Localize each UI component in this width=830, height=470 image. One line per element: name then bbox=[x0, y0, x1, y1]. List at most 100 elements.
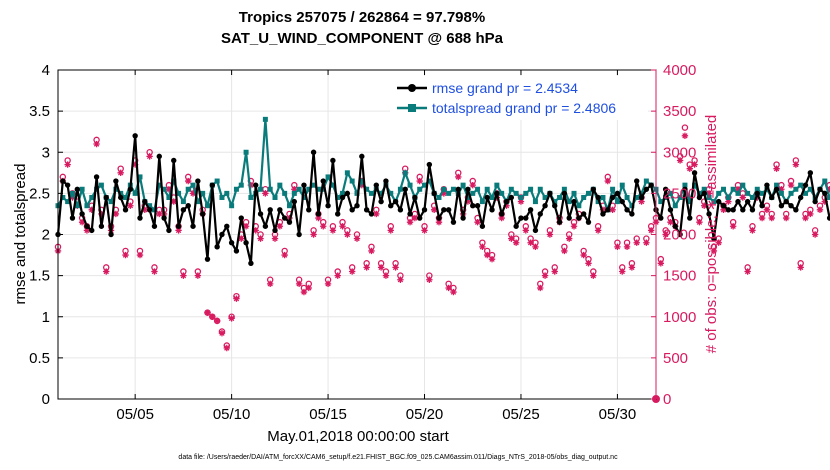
rmse-point bbox=[166, 227, 172, 234]
assimilated-count-marker bbox=[455, 173, 462, 181]
rmse-point bbox=[84, 223, 90, 229]
assimilated-count-marker bbox=[406, 218, 414, 226]
rmse-point bbox=[214, 244, 220, 250]
totalspread-point bbox=[79, 186, 85, 192]
rmse-point bbox=[243, 240, 249, 246]
assimilated-count-marker bbox=[792, 161, 800, 168]
totalspread-point bbox=[807, 186, 813, 192]
rmse-point bbox=[479, 223, 486, 229]
rmse-point bbox=[108, 231, 114, 238]
totalspread-point bbox=[706, 194, 712, 200]
totalspread-point bbox=[532, 199, 538, 205]
rmse-point bbox=[363, 207, 370, 213]
rmse-point bbox=[445, 207, 452, 213]
rmse-point bbox=[619, 198, 625, 205]
totalspread-point bbox=[716, 190, 722, 196]
rmse-point bbox=[209, 182, 216, 188]
rmse-point bbox=[634, 178, 640, 184]
legend: rmse grand pr = 2.4534 totalspread grand… bbox=[390, 76, 648, 120]
y-left-tick-label: 3 bbox=[42, 144, 50, 161]
assimilated-count-marker bbox=[512, 239, 520, 246]
rmse-point bbox=[388, 203, 394, 209]
x-tick-label: 05/10 bbox=[213, 406, 251, 423]
rmse-point bbox=[773, 186, 780, 192]
rmse-point bbox=[89, 227, 95, 234]
legend-rmse-marker bbox=[408, 84, 416, 92]
totalspread-point bbox=[774, 182, 780, 188]
assimilated-count-marker bbox=[233, 295, 240, 302]
rmse-point bbox=[720, 203, 727, 209]
rmse-point bbox=[286, 219, 293, 225]
rmse-point bbox=[190, 223, 196, 229]
assimilated-count-marker bbox=[320, 223, 327, 230]
rmse-point bbox=[291, 198, 298, 205]
rmse-point bbox=[474, 203, 481, 209]
y-left-tick-label: 4 bbox=[42, 62, 50, 79]
totalspread-point bbox=[98, 182, 104, 188]
rmse-point bbox=[523, 215, 529, 221]
totalspread-point bbox=[180, 199, 186, 205]
rmse-point bbox=[682, 186, 688, 192]
assimilated-count-marker bbox=[816, 206, 824, 214]
totalspread-point bbox=[475, 186, 481, 192]
totalspread-point bbox=[595, 199, 601, 205]
assimilated-count-marker bbox=[647, 227, 655, 234]
assimilated-count-marker bbox=[778, 186, 785, 193]
rmse-point bbox=[233, 248, 240, 254]
totalspread-point bbox=[827, 194, 830, 200]
totalspread-point bbox=[528, 186, 534, 192]
assimilated-count-marker bbox=[585, 260, 592, 267]
totalspread-point bbox=[721, 186, 727, 192]
assimilated-count-marker bbox=[802, 214, 809, 222]
rmse-point bbox=[262, 223, 269, 229]
rmse-point bbox=[146, 207, 153, 213]
rmse-point bbox=[257, 211, 264, 217]
assimilated-count-marker bbox=[228, 315, 235, 322]
rmse-point bbox=[402, 186, 408, 192]
rmse-point bbox=[677, 231, 683, 238]
rmse-point bbox=[272, 227, 278, 234]
y-left-tick-label: 2 bbox=[42, 227, 50, 244]
totalspread-point bbox=[793, 186, 799, 192]
assimilated-count-marker bbox=[156, 210, 163, 218]
rmse-point bbox=[426, 161, 433, 168]
assimilated-count-marker bbox=[633, 239, 640, 246]
rmse-point bbox=[253, 182, 259, 188]
assimilated-count-marker bbox=[416, 177, 423, 185]
rmse-point bbox=[113, 178, 119, 184]
totalspread-point bbox=[258, 186, 264, 192]
y-right-tick-label: 3000 bbox=[663, 144, 696, 161]
rmse-point bbox=[93, 174, 100, 180]
rmse-point bbox=[585, 219, 592, 225]
assimilated-count-marker bbox=[387, 227, 394, 234]
assimilated-count-marker bbox=[484, 251, 491, 259]
rmse-point bbox=[696, 194, 703, 201]
rmse-point bbox=[320, 178, 326, 184]
rmse-point bbox=[498, 211, 505, 217]
rmse-point bbox=[69, 215, 76, 221]
totalspread-point bbox=[581, 194, 587, 200]
totalspread-point bbox=[214, 178, 220, 184]
totalspread-point bbox=[238, 182, 244, 188]
rmse-point bbox=[378, 198, 384, 205]
assimilated-count-marker bbox=[421, 227, 428, 234]
assimilated-count-marker bbox=[194, 272, 202, 279]
assimilated-count-marker bbox=[435, 218, 443, 226]
assimilated-count-marker bbox=[537, 284, 544, 292]
totalspread-point bbox=[725, 194, 731, 200]
rmse-point bbox=[175, 223, 182, 229]
totalspread-point bbox=[224, 190, 230, 196]
totalspread-point bbox=[542, 194, 548, 200]
rmse-point bbox=[267, 207, 273, 213]
assimilated-count-marker bbox=[170, 198, 177, 205]
rmse-point bbox=[648, 182, 654, 188]
rmse-point bbox=[310, 149, 317, 155]
assimilated-count-marker bbox=[715, 239, 722, 246]
totalspread-point bbox=[137, 174, 143, 180]
rmse-point bbox=[224, 223, 230, 229]
assimilated-count-marker bbox=[729, 223, 737, 230]
totalspread-point bbox=[349, 178, 355, 184]
assimilated-count-marker bbox=[257, 235, 264, 242]
totalspread-point bbox=[301, 194, 307, 200]
y-axis-right-label: # of obs: o=possible; ∗=assimilated bbox=[703, 115, 720, 354]
